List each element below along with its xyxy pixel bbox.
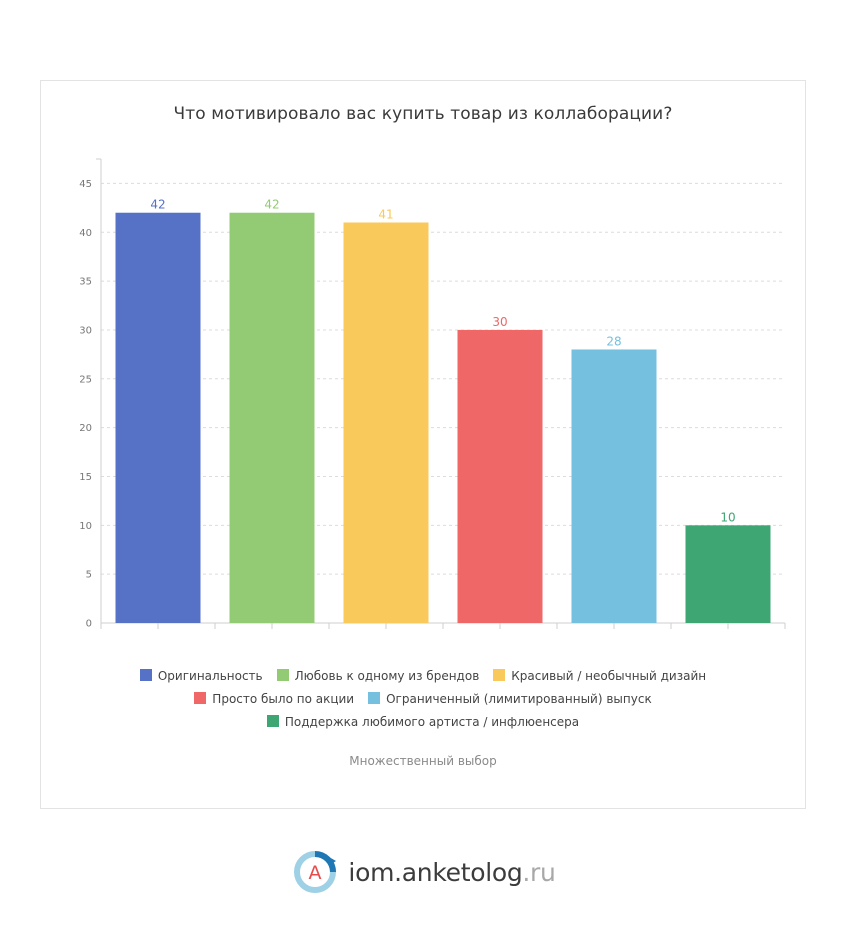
legend-item[interactable]: Просто было по акции xyxy=(194,688,354,711)
legend-item[interactable]: Любовь к одному из брендов xyxy=(276,665,480,688)
legend-swatch xyxy=(194,692,207,704)
bar xyxy=(115,212,201,623)
svg-text:A: A xyxy=(309,862,322,884)
bar-value-label: 28 xyxy=(606,334,621,348)
y-tick-label: 25 xyxy=(79,374,92,385)
legend-label: Поддержка любимого артиста / инфлюенсера xyxy=(284,715,580,729)
legend-label: Оригинальность xyxy=(157,669,263,683)
legend-row: Поддержка любимого артиста / инфлюенсера xyxy=(41,711,805,734)
bar xyxy=(457,329,543,623)
legend-label: Любовь к одному из брендов xyxy=(294,669,480,683)
y-tick-label: 30 xyxy=(79,325,92,336)
legend-label: Просто было по акции xyxy=(212,692,355,706)
chart-footnote: Множественный выбор xyxy=(349,754,497,768)
y-tick-label: 15 xyxy=(79,472,92,483)
y-tick-label: 35 xyxy=(79,277,92,288)
bar-value-label: 42 xyxy=(150,198,165,212)
legend-label: Ограниченный (лимитированный) выпуск xyxy=(386,692,652,706)
bar-value-label: 42 xyxy=(264,198,279,212)
y-tick-label: 20 xyxy=(79,423,92,434)
bar-value-label: 30 xyxy=(492,315,507,329)
y-tick-label: 0 xyxy=(86,619,92,630)
bar xyxy=(685,525,771,623)
chart-title: Что мотивировало вас купить товар из кол… xyxy=(173,104,673,124)
legend-swatch xyxy=(266,715,279,727)
bar-value-label: 41 xyxy=(378,207,393,221)
legend-swatch xyxy=(493,669,506,681)
legend-item[interactable]: Ограниченный (лимитированный) выпуск xyxy=(368,688,652,711)
bar-value-label: 10 xyxy=(720,510,735,524)
legend-swatch xyxy=(276,669,289,681)
y-tick-label: 5 xyxy=(86,570,92,581)
bar xyxy=(343,222,429,623)
bar xyxy=(571,349,657,623)
legend-row: Просто было по акции Ограниченный (лимити… xyxy=(41,688,805,711)
chart-legend: Оригинальность Любовь к одному из брендов… xyxy=(41,665,805,734)
legend-row: Оригинальность Любовь к одному из брендов… xyxy=(41,665,805,688)
legend-item[interactable]: Красивый / необычный дизайн xyxy=(493,665,706,688)
legend-label: Красивый / необычный дизайн xyxy=(511,669,707,683)
legend-swatch xyxy=(368,692,381,704)
legend-item[interactable]: Поддержка любимого артиста / инфлюенсера xyxy=(266,711,580,734)
bar-chart: 0 5 10 15 20 25 30 35 40 45 42 42 41 30 28 10 xyxy=(79,158,786,630)
chart-card: Что мотивировало вас купить товар из кол… xyxy=(40,80,806,809)
y-tick-label: 10 xyxy=(79,521,92,532)
legend-item[interactable]: Оригинальность xyxy=(139,665,263,688)
brand-name: iom.anketolog.ru xyxy=(348,857,556,887)
bar xyxy=(229,212,315,623)
legend-swatch xyxy=(139,669,152,681)
brand-footer: A iom.anketolog.ru xyxy=(0,848,848,896)
y-tick-label: 40 xyxy=(79,228,92,239)
y-tick-label: 45 xyxy=(79,179,92,190)
anketolog-logo-icon: A xyxy=(294,851,337,893)
